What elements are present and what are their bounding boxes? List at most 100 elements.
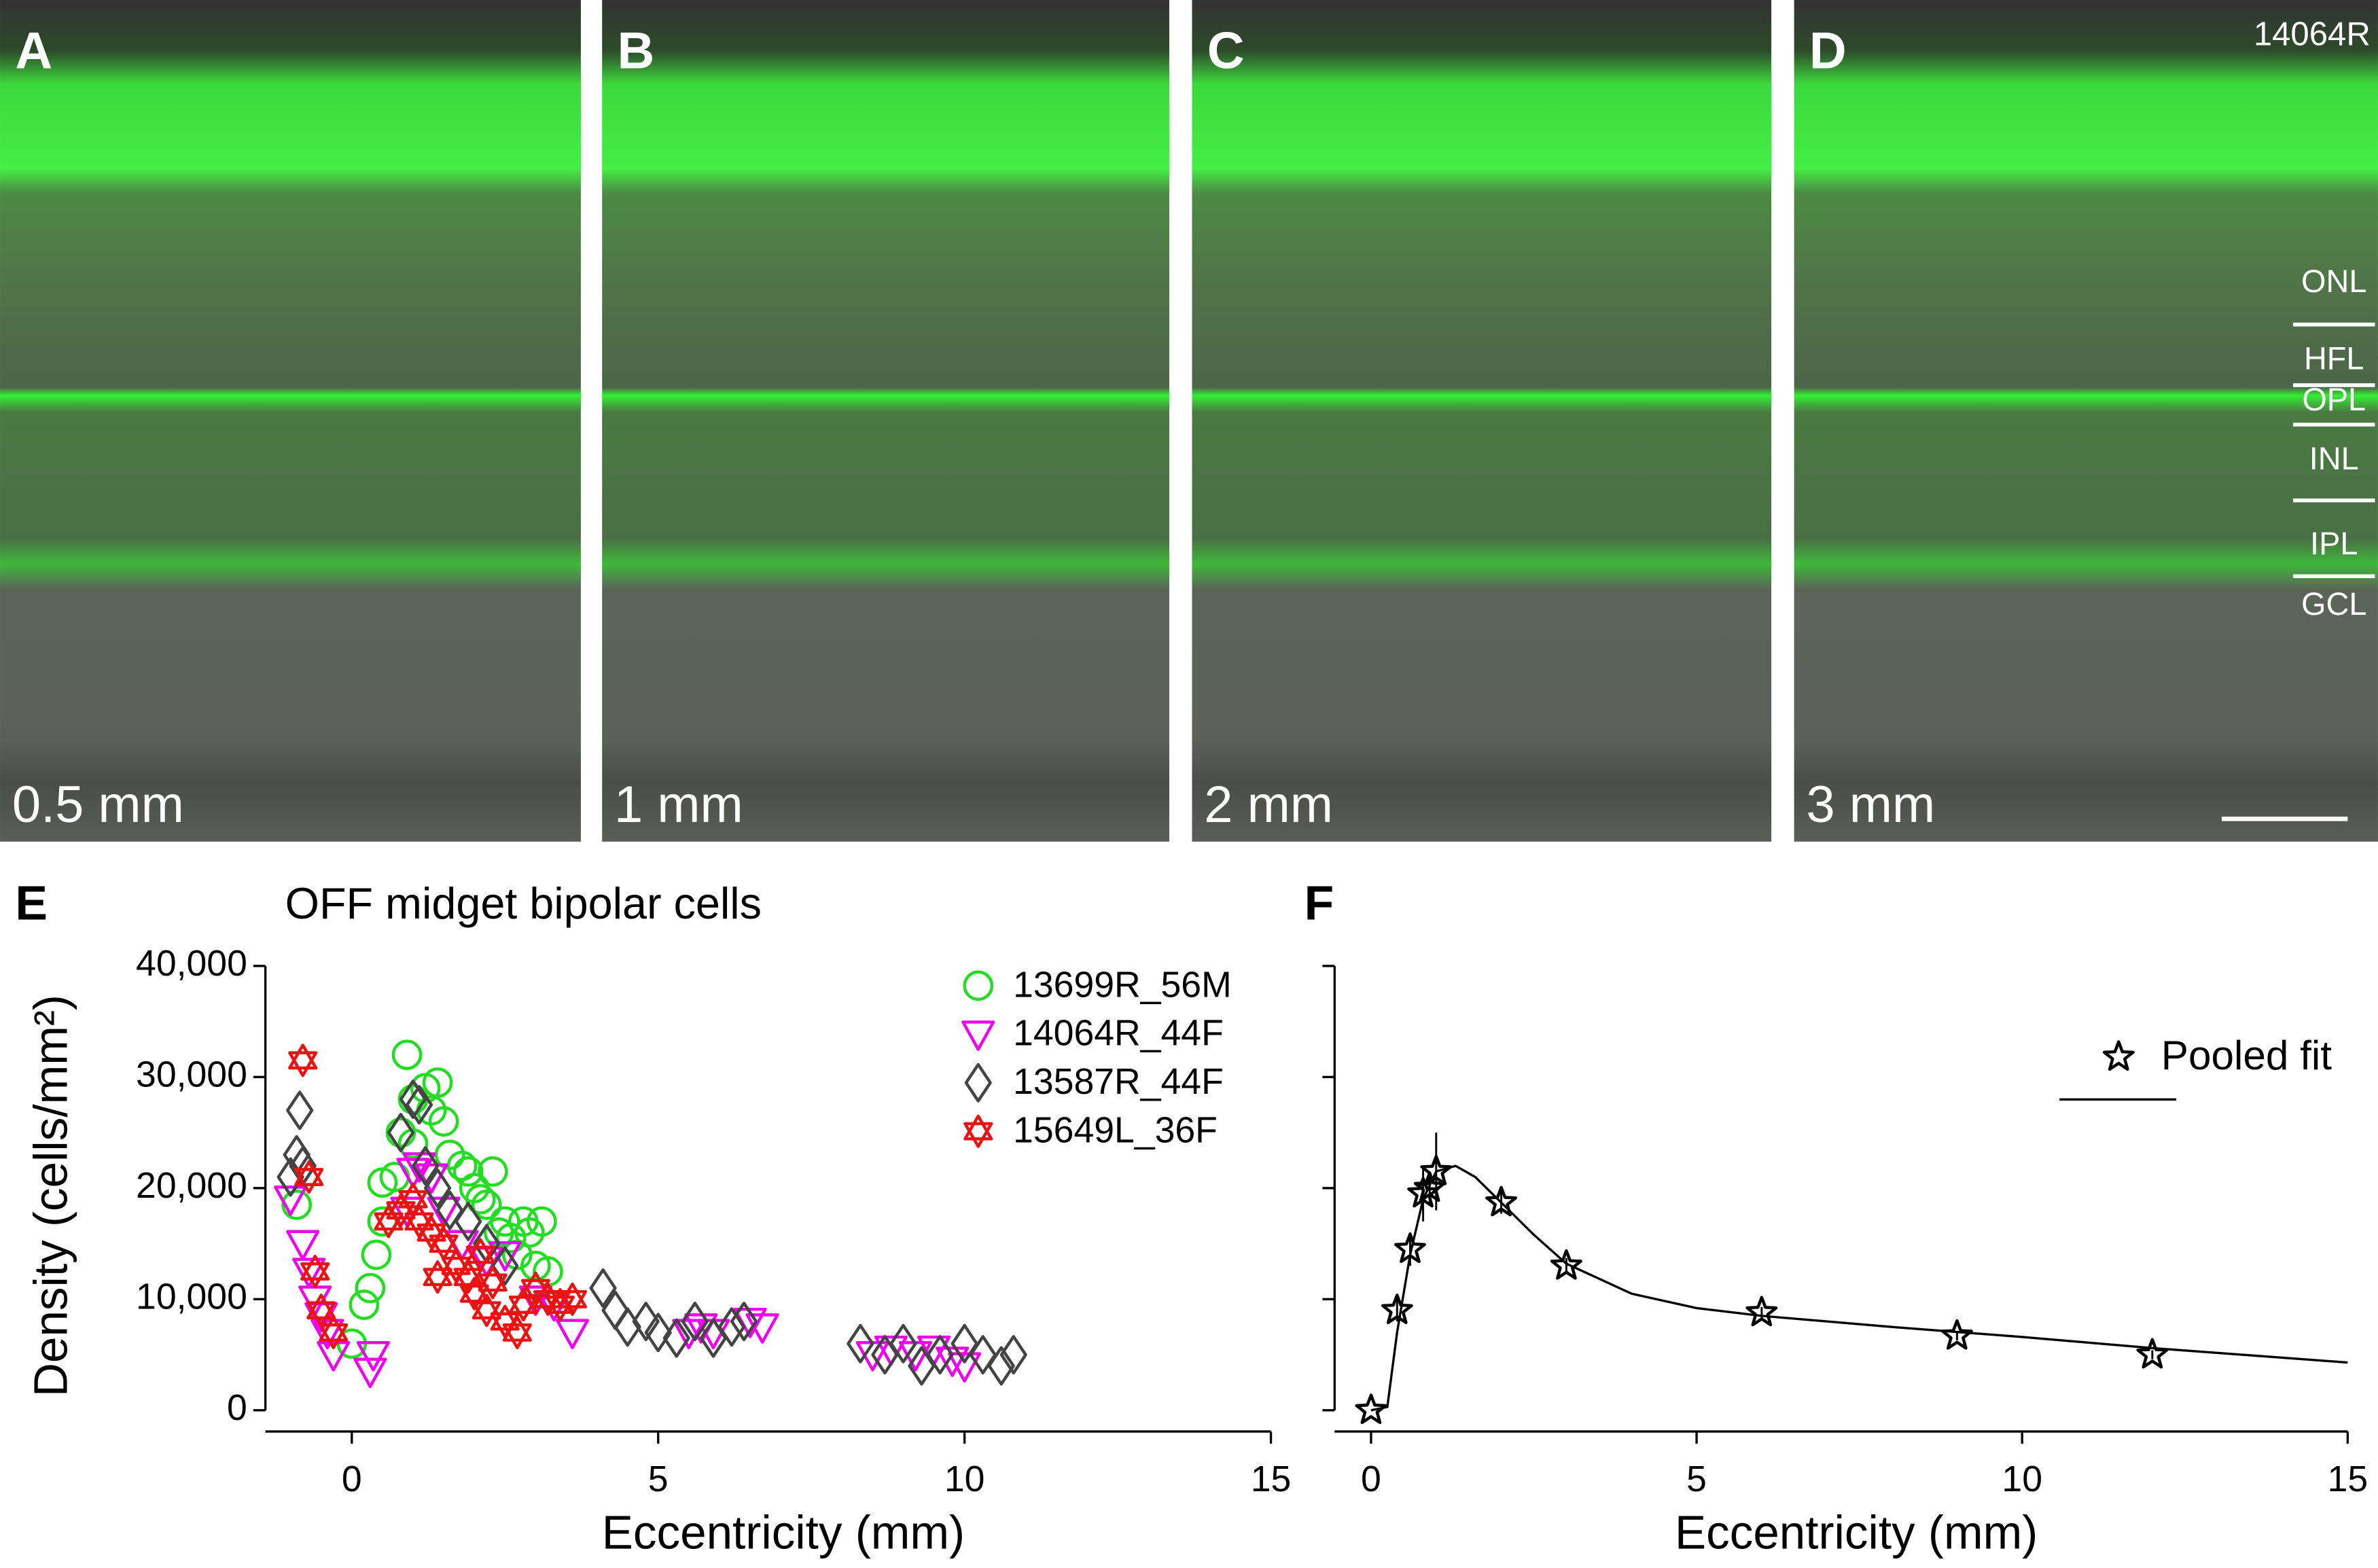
marker bbox=[488, 1241, 522, 1272]
marker bbox=[717, 1307, 746, 1347]
panel-letter: F bbox=[1305, 876, 1334, 931]
marker bbox=[936, 1347, 970, 1377]
marker bbox=[1381, 1294, 1413, 1325]
x-tick-label: 0 bbox=[1361, 1459, 1381, 1499]
micrograph bbox=[1192, 0, 1772, 842]
marker bbox=[477, 1156, 508, 1187]
marker bbox=[387, 1113, 415, 1153]
marker bbox=[1413, 1171, 1446, 1202]
layer-dividers bbox=[2222, 322, 2375, 821]
marker bbox=[353, 1357, 387, 1389]
marker bbox=[429, 1227, 459, 1261]
marker bbox=[349, 1289, 380, 1320]
x-tick-label: 0 bbox=[342, 1459, 362, 1499]
legend-marker bbox=[964, 1063, 992, 1103]
marker bbox=[292, 1258, 326, 1289]
x-tick-label: 10 bbox=[2002, 1459, 2042, 1499]
marker bbox=[502, 1315, 532, 1349]
marker bbox=[745, 1313, 779, 1344]
fit-line bbox=[1370, 1164, 2348, 1412]
layer-label: HFL bbox=[2304, 341, 2364, 376]
marker bbox=[1394, 1232, 1426, 1264]
marker bbox=[300, 1254, 330, 1289]
marker bbox=[423, 1260, 452, 1294]
x-tick-label: 5 bbox=[648, 1459, 669, 1499]
marker bbox=[555, 1319, 590, 1349]
marker bbox=[402, 1152, 436, 1183]
legend-label: 13587R_44F bbox=[1013, 1062, 1224, 1102]
legend-label: Pooled fit bbox=[2161, 1032, 2332, 1078]
chart-title: OFF midget bipolar cells bbox=[285, 878, 762, 928]
marker bbox=[286, 1230, 320, 1261]
eccentricity-label: 1 mm bbox=[614, 776, 743, 834]
layer-label: IPL bbox=[2310, 526, 2358, 561]
marker bbox=[398, 1182, 428, 1216]
marker bbox=[557, 1282, 588, 1316]
micrograph bbox=[602, 0, 1169, 842]
legend-marker bbox=[961, 1020, 995, 1051]
marker bbox=[391, 1039, 423, 1070]
marker bbox=[355, 1272, 386, 1304]
marker bbox=[471, 1190, 502, 1220]
marker bbox=[1550, 1249, 1582, 1280]
x-tick-label: 15 bbox=[2328, 1459, 2368, 1499]
micrograph bbox=[1794, 0, 2378, 842]
marker bbox=[465, 1238, 495, 1272]
legend-label: 13699R_56M bbox=[1013, 965, 1232, 1005]
marker bbox=[423, 1168, 452, 1208]
eccentricity-label: 2 mm bbox=[1204, 776, 1333, 834]
marker bbox=[465, 1183, 496, 1215]
sample-id: 14064R bbox=[2254, 16, 2371, 53]
marker bbox=[889, 1323, 917, 1364]
marker bbox=[969, 1335, 997, 1375]
marker bbox=[274, 1186, 308, 1216]
marker bbox=[926, 1335, 954, 1375]
marker bbox=[356, 1341, 390, 1372]
marker bbox=[1940, 1319, 1973, 1350]
marker bbox=[601, 1290, 629, 1330]
chart: E OFF midget bipolar cells 0 10,000 20,000 30… bbox=[15, 876, 1291, 1559]
panel-letter: A bbox=[15, 22, 52, 79]
marker bbox=[455, 1201, 482, 1241]
panel-letter: E bbox=[15, 876, 48, 931]
marker bbox=[478, 1266, 508, 1300]
x-tick-label: 10 bbox=[944, 1459, 985, 1499]
marker bbox=[527, 1206, 557, 1237]
marker bbox=[662, 1318, 690, 1358]
eccentricity-label: 0.5 mm bbox=[12, 776, 184, 834]
marker bbox=[1420, 1154, 1453, 1186]
marker bbox=[281, 1190, 312, 1220]
marker bbox=[288, 1044, 318, 1077]
panel-letter: B bbox=[617, 22, 654, 79]
marker bbox=[681, 1302, 709, 1342]
marker bbox=[847, 1323, 874, 1364]
x-tick-label: 5 bbox=[1686, 1459, 1707, 1499]
legend-marker bbox=[963, 1114, 993, 1148]
x-axis-label: Eccentricity (mm) bbox=[602, 1505, 965, 1558]
marker bbox=[533, 1282, 563, 1316]
marker bbox=[317, 1341, 351, 1372]
marker bbox=[306, 1294, 336, 1328]
marker bbox=[452, 1156, 484, 1187]
marker bbox=[436, 1190, 464, 1230]
marker bbox=[1355, 1393, 1387, 1425]
marker bbox=[730, 1302, 758, 1342]
marker bbox=[874, 1335, 908, 1366]
x-tick-label: 15 bbox=[1251, 1459, 1292, 1499]
marker bbox=[987, 1346, 1015, 1386]
y-tick-label: 10,000 bbox=[136, 1277, 247, 1317]
y-axis-label: Density (cells/mm²) bbox=[24, 995, 77, 1397]
marker bbox=[428, 1106, 459, 1137]
micrograph bbox=[0, 0, 581, 842]
marker bbox=[545, 1287, 575, 1322]
panel-letter: D bbox=[1809, 22, 1847, 79]
marker bbox=[1745, 1296, 1778, 1327]
marker bbox=[1485, 1186, 1518, 1217]
y-tick-label: 0 bbox=[227, 1388, 247, 1428]
legend-marker bbox=[2102, 1040, 2135, 1071]
eccentricity-label: 3 mm bbox=[1806, 776, 1935, 834]
marker bbox=[951, 1323, 978, 1364]
marker bbox=[411, 1146, 440, 1186]
